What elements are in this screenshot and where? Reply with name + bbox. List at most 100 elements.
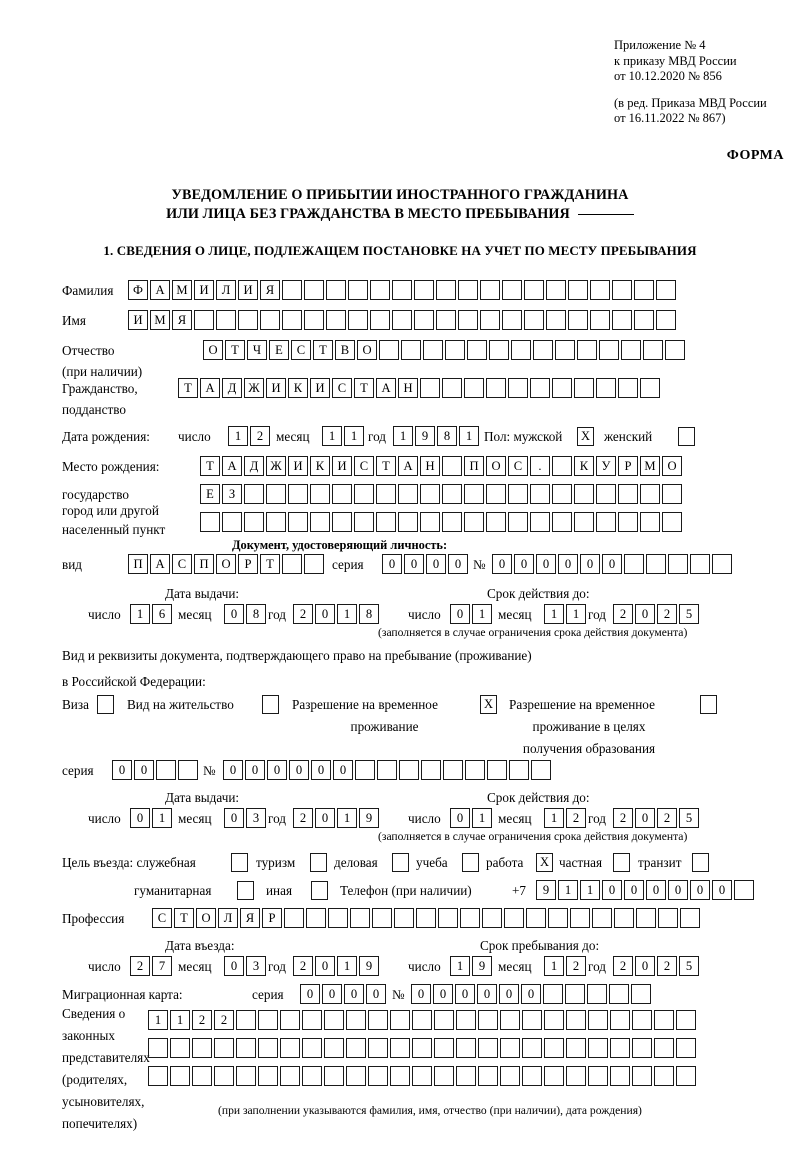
char-cell[interactable]: Д: [222, 378, 242, 398]
char-cell[interactable]: [324, 1038, 344, 1058]
char-cell[interactable]: Т: [260, 554, 280, 574]
char-cell[interactable]: 0: [300, 984, 320, 1004]
purpose-other-checkbox[interactable]: [311, 881, 328, 900]
char-cell[interactable]: [624, 554, 644, 574]
char-cell[interactable]: [442, 512, 462, 532]
char-cell[interactable]: [326, 310, 346, 330]
char-cell[interactable]: [621, 340, 641, 360]
char-cell[interactable]: 9: [472, 956, 492, 976]
purpose-business-checkbox[interactable]: [392, 853, 409, 872]
char-cell[interactable]: [502, 280, 522, 300]
char-cell[interactable]: [522, 1010, 542, 1030]
char-cell[interactable]: 0: [426, 554, 446, 574]
char-cell[interactable]: [643, 340, 663, 360]
char-cell[interactable]: 0: [224, 808, 244, 828]
char-cell[interactable]: [445, 340, 465, 360]
char-cell[interactable]: 0: [558, 554, 578, 574]
char-cell[interactable]: [634, 280, 654, 300]
purpose-humanitarian-checkbox[interactable]: [237, 881, 254, 900]
char-cell[interactable]: Т: [354, 378, 374, 398]
char-cell[interactable]: [574, 484, 594, 504]
char-cell[interactable]: [566, 1010, 586, 1030]
birthplace-city-input-2[interactable]: [200, 512, 684, 532]
char-cell[interactable]: [412, 1010, 432, 1030]
char-cell[interactable]: [324, 1066, 344, 1086]
sex-male-checkbox[interactable]: X: [577, 427, 594, 446]
char-cell[interactable]: [480, 280, 500, 300]
char-cell[interactable]: Ч: [247, 340, 267, 360]
char-cell[interactable]: [654, 1066, 674, 1086]
char-cell[interactable]: 0: [382, 554, 402, 574]
purpose-official-checkbox[interactable]: [231, 853, 248, 872]
char-cell[interactable]: [486, 378, 506, 398]
char-cell[interactable]: [508, 512, 528, 532]
char-cell[interactable]: М: [172, 280, 192, 300]
char-cell[interactable]: Я: [240, 908, 260, 928]
char-cell[interactable]: Л: [218, 908, 238, 928]
char-cell[interactable]: П: [128, 554, 148, 574]
char-cell[interactable]: О: [357, 340, 377, 360]
char-cell[interactable]: [236, 1066, 256, 1086]
temp-edu-checkbox[interactable]: [700, 695, 717, 714]
char-cell[interactable]: [392, 280, 412, 300]
char-cell[interactable]: В: [335, 340, 355, 360]
char-cell[interactable]: 2: [214, 1010, 234, 1030]
char-cell[interactable]: 1: [130, 604, 150, 624]
char-cell[interactable]: 0: [311, 760, 331, 780]
char-cell[interactable]: 1: [558, 880, 578, 900]
char-cell[interactable]: [260, 310, 280, 330]
char-cell[interactable]: [412, 1066, 432, 1086]
char-cell[interactable]: 5: [679, 808, 699, 828]
char-cell[interactable]: [332, 484, 352, 504]
char-cell[interactable]: [282, 554, 302, 574]
char-cell[interactable]: 0: [315, 808, 335, 828]
char-cell[interactable]: [390, 1010, 410, 1030]
char-cell[interactable]: [487, 760, 507, 780]
char-cell[interactable]: [526, 908, 546, 928]
char-cell[interactable]: [676, 1066, 696, 1086]
char-cell[interactable]: 0: [477, 984, 497, 1004]
char-cell[interactable]: А: [398, 456, 418, 476]
char-cell[interactable]: [368, 1010, 388, 1030]
char-cell[interactable]: 9: [359, 808, 379, 828]
char-cell[interactable]: [609, 984, 629, 1004]
char-cell[interactable]: [379, 340, 399, 360]
char-cell[interactable]: [658, 908, 678, 928]
char-cell[interactable]: [640, 378, 660, 398]
char-cell[interactable]: [258, 1010, 278, 1030]
char-cell[interactable]: [544, 1066, 564, 1086]
char-cell[interactable]: [346, 1010, 366, 1030]
char-cell[interactable]: [458, 280, 478, 300]
char-cell[interactable]: [511, 340, 531, 360]
char-cell[interactable]: [531, 760, 551, 780]
char-cell[interactable]: 1: [393, 426, 413, 446]
char-cell[interactable]: [302, 1010, 322, 1030]
char-cell[interactable]: [416, 908, 436, 928]
char-cell[interactable]: [372, 908, 392, 928]
char-cell[interactable]: И: [332, 456, 352, 476]
char-cell[interactable]: 1: [152, 808, 172, 828]
temp-residence-checkbox[interactable]: X: [480, 695, 497, 714]
char-cell[interactable]: 0: [223, 760, 243, 780]
char-cell[interactable]: [588, 1010, 608, 1030]
char-cell[interactable]: [482, 908, 502, 928]
char-cell[interactable]: С: [291, 340, 311, 360]
char-cell[interactable]: 0: [130, 808, 150, 828]
char-cell[interactable]: 0: [521, 984, 541, 1004]
char-cell[interactable]: [614, 908, 634, 928]
char-cell[interactable]: [508, 378, 528, 398]
char-cell[interactable]: М: [150, 310, 170, 330]
char-cell[interactable]: 2: [613, 956, 633, 976]
char-cell[interactable]: [456, 1066, 476, 1086]
char-cell[interactable]: [552, 512, 572, 532]
char-cell[interactable]: И: [194, 280, 214, 300]
char-cell[interactable]: .: [530, 456, 550, 476]
char-cell[interactable]: 0: [366, 984, 386, 1004]
char-cell[interactable]: 0: [580, 554, 600, 574]
char-cell[interactable]: [282, 280, 302, 300]
